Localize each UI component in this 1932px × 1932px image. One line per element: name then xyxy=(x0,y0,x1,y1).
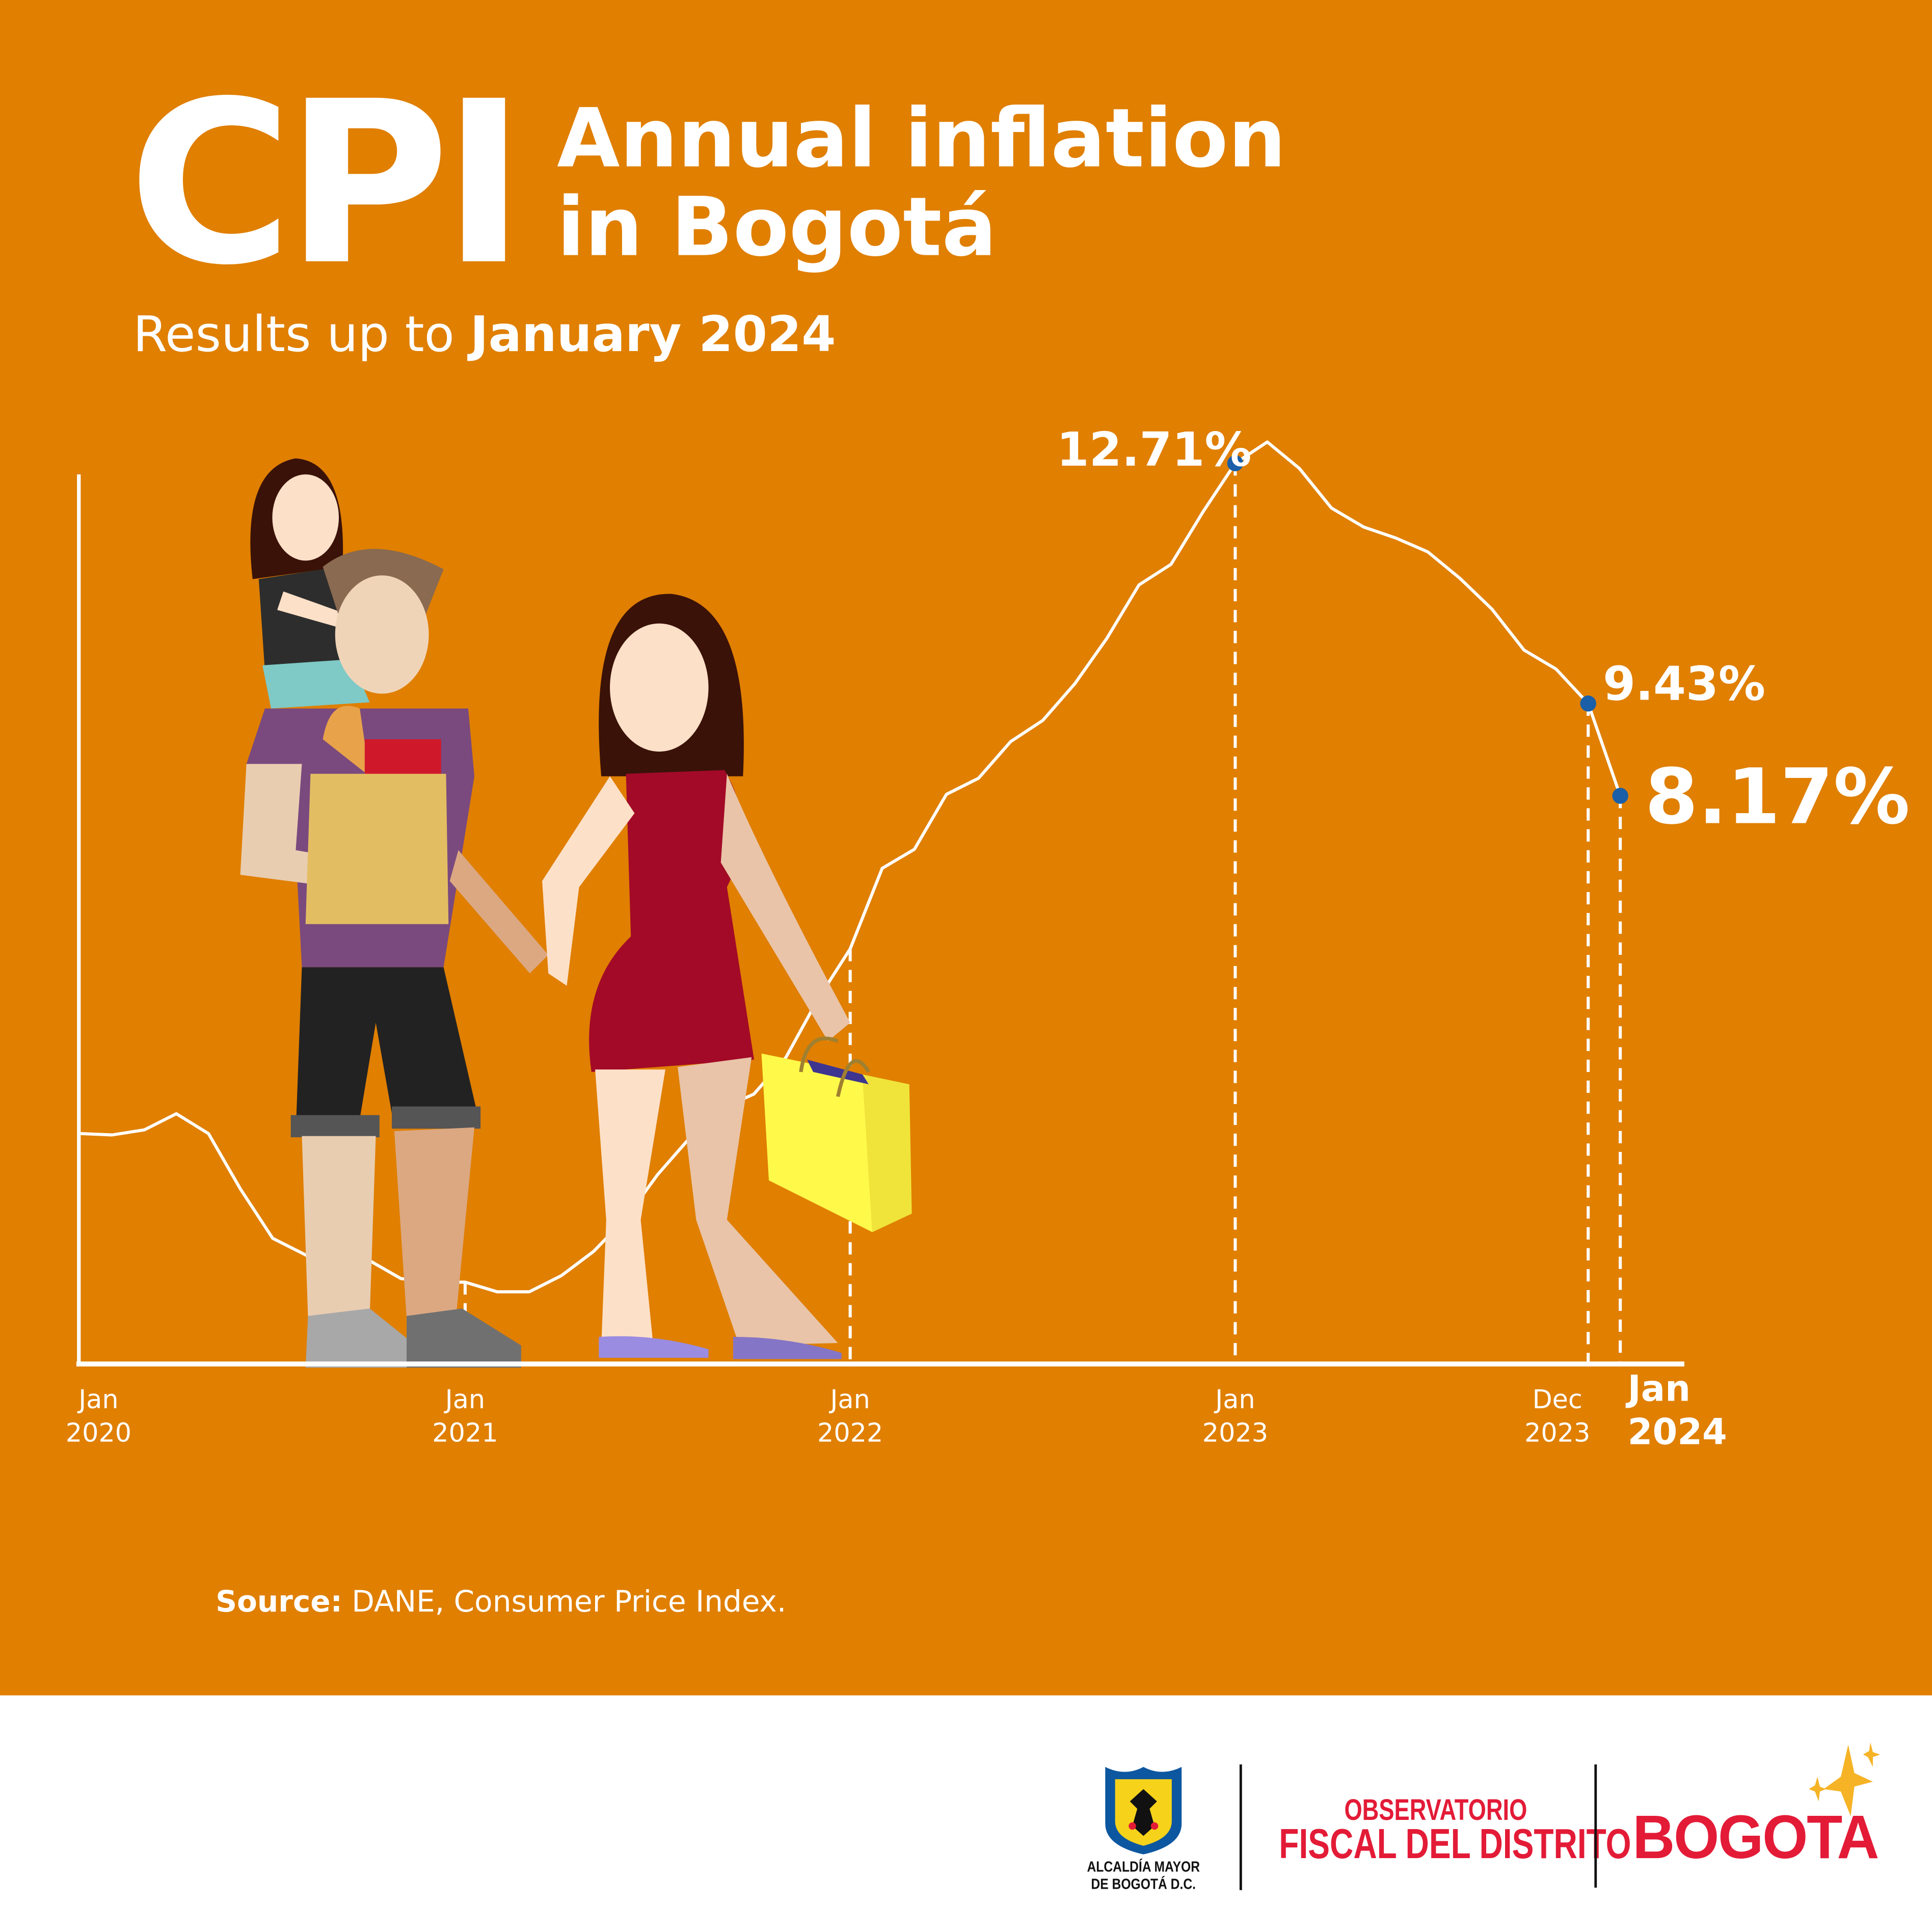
x-tick-month: Jan xyxy=(1215,1385,1255,1415)
x-tick-year: 2024 xyxy=(1627,1411,1727,1453)
x-tick-label: Jan 2024 xyxy=(1628,1367,1727,1454)
x-tick-label: Jan 2023 xyxy=(1202,1384,1268,1451)
footer-divider xyxy=(1594,1764,1597,1888)
data-point-marker xyxy=(1227,455,1244,472)
title-line-2: in Bogotá xyxy=(557,180,997,275)
data-label: 8.17% xyxy=(1645,751,1910,842)
source-label: Source: xyxy=(216,1585,342,1619)
x-tick-month: Jan xyxy=(1627,1367,1691,1410)
bogota-logo: BOGOTA xyxy=(1632,1803,1879,1872)
x-tick-year: 2022 xyxy=(817,1418,883,1448)
footer-divider xyxy=(1239,1764,1242,1890)
data-label: 9.43% xyxy=(1603,656,1766,711)
x-tick-year: 2023 xyxy=(1202,1418,1269,1448)
footer: ALCALDÍA MAYOR DE BOGOTÁ D.C. OBSERVATOR… xyxy=(0,1695,1932,1932)
x-tick-month: Jan xyxy=(830,1385,870,1415)
observatorio-line-1: OBSERVATORIO xyxy=(1344,1794,1527,1828)
observatorio-line-2: FISCAL DEL DISTRITO xyxy=(1279,1821,1631,1868)
data-point-marker xyxy=(1612,788,1628,804)
x-tick-label: Jan 2020 xyxy=(66,1384,131,1451)
x-tick-label: Jan 2022 xyxy=(817,1384,883,1451)
data-label: 12.71% xyxy=(1056,422,1252,477)
title-line-1: Annual inflation xyxy=(557,91,1286,186)
alcaldia-line-2: DE BOGOTÁ D.C. xyxy=(1091,1875,1196,1893)
x-tick-year: 2023 xyxy=(1524,1418,1591,1448)
alcaldia-line-1: ALCALDÍA MAYOR xyxy=(1087,1858,1200,1875)
x-tick-year: 2021 xyxy=(432,1418,498,1448)
x-tick-month: Jan xyxy=(78,1385,119,1415)
x-tick-label: Dec 2023 xyxy=(1524,1384,1590,1451)
bogota-coat-of-arms-icon xyxy=(1105,1766,1182,1855)
data-point-marker xyxy=(1580,695,1596,712)
grocery-bag xyxy=(305,706,449,924)
x-tick-year: 2020 xyxy=(65,1418,132,1448)
x-tick-month: Dec xyxy=(1532,1385,1582,1415)
shopping-bag xyxy=(761,1036,912,1232)
cpi-heading: CPI xyxy=(128,52,526,314)
x-tick-month: Jan xyxy=(445,1385,486,1415)
subtitle-prefix: Results up to xyxy=(133,307,454,364)
woman-figure xyxy=(542,594,850,1359)
stars-icon xyxy=(1809,1742,1881,1816)
alcaldia-text: ALCALDÍA MAYOR DE BOGOTÁ D.C. xyxy=(1081,1858,1206,1893)
subtitle: Results up to January 2024 xyxy=(133,310,836,360)
source-text: DANE, Consumer Price Index. xyxy=(352,1585,787,1619)
subtitle-date: January 2024 xyxy=(470,307,836,364)
source-note: Source: DANE, Consumer Price Index. xyxy=(216,1585,786,1619)
x-tick-label: Jan 2021 xyxy=(432,1384,498,1451)
